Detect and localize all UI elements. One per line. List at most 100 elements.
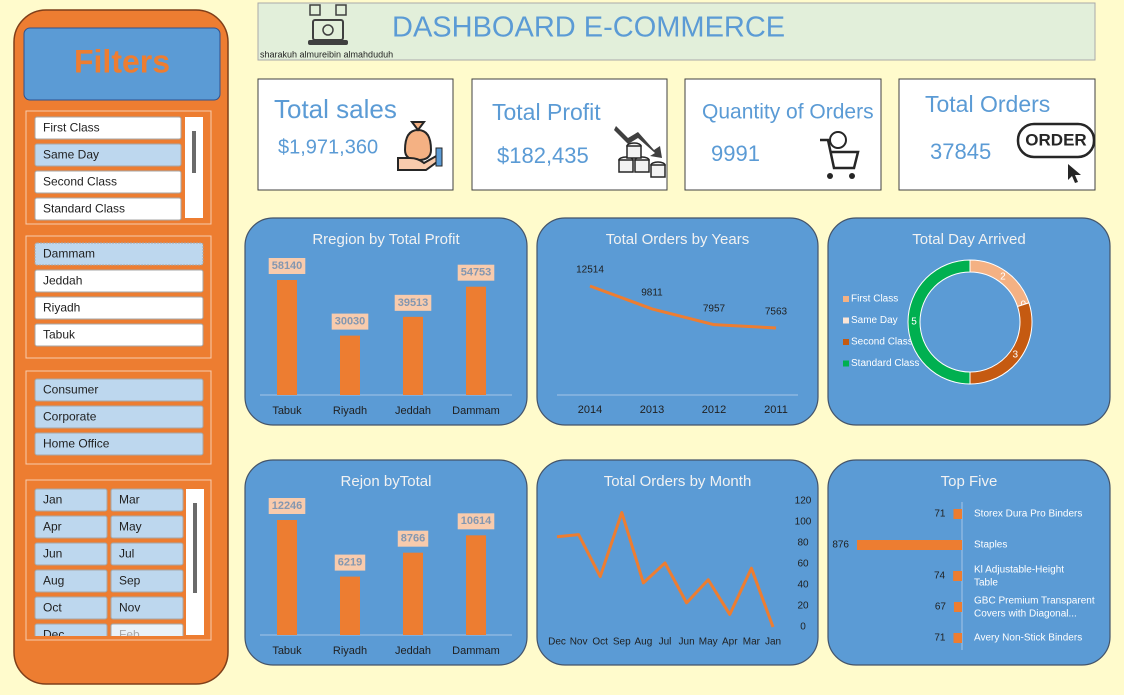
kpi-label: Total Orders bbox=[925, 91, 1050, 117]
slicer-label[interactable]: Jan bbox=[43, 493, 62, 507]
legend-label: Same Day bbox=[851, 315, 898, 326]
slicer-label[interactable]: May bbox=[119, 520, 142, 534]
slicer-label[interactable]: Dammam bbox=[43, 247, 95, 261]
scrollbar-thumb[interactable] bbox=[192, 131, 196, 173]
slicer-button[interactable] bbox=[110, 623, 184, 646]
slicer-label[interactable]: Sep bbox=[119, 574, 141, 588]
slicer-button[interactable] bbox=[110, 488, 184, 512]
data-label: 9811 bbox=[641, 288, 663, 299]
header-title: DASHBOARD E-COMMERCE bbox=[392, 12, 785, 44]
x-tick-label: Apr bbox=[722, 637, 738, 648]
slicer-label[interactable]: Feb bbox=[119, 628, 140, 642]
slicer-button[interactable] bbox=[34, 542, 108, 566]
slicer-button[interactable] bbox=[34, 515, 108, 539]
y-tick-label: 0 bbox=[800, 622, 806, 633]
chart-panel bbox=[827, 217, 1111, 426]
cart-icon bbox=[820, 131, 860, 179]
slicer-label[interactable]: Apr bbox=[43, 520, 62, 534]
slicer-button[interactable] bbox=[110, 515, 184, 539]
bar bbox=[466, 535, 486, 635]
chart-title: Total Day Arrived bbox=[912, 231, 1025, 248]
slicer-button[interactable] bbox=[34, 269, 204, 293]
data-label-box bbox=[331, 313, 369, 330]
slicer-button[interactable] bbox=[34, 296, 204, 320]
slicer-label[interactable]: Aug bbox=[43, 574, 64, 588]
slicer-label[interactable]: Tabuk bbox=[43, 328, 76, 342]
y-tick-label: 120 bbox=[795, 496, 812, 507]
slicer-label[interactable]: Jul bbox=[119, 547, 134, 561]
x-tick-label: 2014 bbox=[578, 404, 602, 416]
kpi-value: $182,435 bbox=[497, 143, 589, 168]
y-tick-label: 80 bbox=[797, 538, 809, 549]
slicer-label[interactable]: Second Class bbox=[43, 175, 117, 189]
header-subtitle: sharakuh almureibin almahduduh bbox=[260, 49, 393, 59]
y-tick-label: Avery Non-Stick Binders bbox=[974, 633, 1082, 644]
x-tick-label: 2013 bbox=[640, 404, 664, 416]
chart-title: Rregion by Total Profit bbox=[312, 231, 460, 248]
slicer-button[interactable] bbox=[34, 378, 204, 402]
slicer-button[interactable] bbox=[34, 432, 204, 456]
icon-part bbox=[335, 4, 347, 16]
slicer-button[interactable] bbox=[34, 569, 108, 593]
data-label-box bbox=[334, 554, 366, 571]
slicer-button[interactable] bbox=[34, 143, 182, 167]
slicer-button[interactable] bbox=[110, 542, 184, 566]
slicer-button[interactable] bbox=[34, 197, 182, 221]
y-tick-label: 100 bbox=[795, 517, 812, 528]
bar bbox=[857, 540, 962, 550]
slicer-label[interactable]: Riyadh bbox=[43, 301, 80, 315]
y-tick-label: Staples bbox=[974, 540, 1007, 551]
chart-panel bbox=[536, 217, 819, 426]
slicer-label[interactable]: Standard Class bbox=[43, 202, 125, 216]
x-tick-label: Jeddah bbox=[395, 645, 431, 657]
y-tick-label: Storex Dura Pro Binders bbox=[974, 509, 1082, 520]
slicer-label[interactable]: Mar bbox=[119, 493, 140, 507]
slicer-label[interactable]: Dec bbox=[43, 628, 64, 642]
slicer-button[interactable] bbox=[34, 596, 108, 620]
bar bbox=[953, 571, 962, 581]
data-label: 10614 bbox=[461, 515, 492, 527]
slicer-label[interactable]: Jun bbox=[43, 547, 62, 561]
slicer-label[interactable]: Consumer bbox=[43, 383, 98, 397]
data-label: 2 bbox=[1000, 271, 1006, 282]
bar bbox=[277, 280, 297, 395]
slicer-label[interactable]: Home Office bbox=[43, 437, 110, 451]
y-tick-label: 60 bbox=[797, 559, 809, 570]
slicer-button[interactable] bbox=[34, 242, 204, 266]
icon-part bbox=[309, 4, 321, 16]
slicer-items: Consumer Corporate Home Office bbox=[34, 378, 204, 456]
slicer-items: Jan Mar Apr May Jun Jul Aug Sep Oct Nov Dec Feb bbox=[34, 488, 184, 646]
legend-swatch bbox=[843, 339, 849, 345]
slicer-button[interactable] bbox=[110, 569, 184, 593]
icon-part bbox=[827, 173, 833, 179]
slicer-label[interactable]: Corporate bbox=[43, 410, 97, 424]
chart-title: Total Orders by Month bbox=[604, 473, 752, 490]
line bbox=[556, 511, 775, 628]
legend-label: Second Class bbox=[851, 337, 913, 348]
slicer-button[interactable] bbox=[110, 596, 184, 620]
slicer-button[interactable] bbox=[34, 623, 108, 646]
bar bbox=[403, 316, 423, 395]
order-button bbox=[1016, 122, 1096, 159]
slicer-button[interactable] bbox=[34, 170, 182, 194]
slicer-button[interactable] bbox=[34, 323, 204, 347]
slicer-button[interactable] bbox=[34, 405, 204, 429]
slicer-button[interactable] bbox=[34, 488, 108, 512]
slicer-button[interactable] bbox=[34, 116, 182, 140]
slicer-label[interactable]: Nov bbox=[119, 601, 140, 615]
legend-swatch bbox=[843, 360, 849, 367]
legend-label: First Class bbox=[851, 294, 898, 305]
bar bbox=[466, 286, 486, 395]
slicer-label[interactable]: Jeddah bbox=[43, 274, 82, 288]
x-tick-label: 2011 bbox=[764, 404, 788, 416]
slicer-label[interactable]: First Class bbox=[43, 121, 100, 135]
legend-swatch bbox=[843, 296, 849, 302]
x-tick-label: Riyadh bbox=[333, 405, 367, 417]
bar bbox=[340, 335, 360, 395]
slicer-label[interactable]: Oct bbox=[43, 601, 62, 615]
x-tick-label: Riyadh bbox=[333, 645, 367, 657]
slicer-label[interactable]: Same Day bbox=[43, 148, 99, 162]
bar bbox=[403, 552, 423, 635]
scrollbar-thumb[interactable] bbox=[193, 503, 197, 593]
filters-title: Filters bbox=[74, 43, 170, 79]
